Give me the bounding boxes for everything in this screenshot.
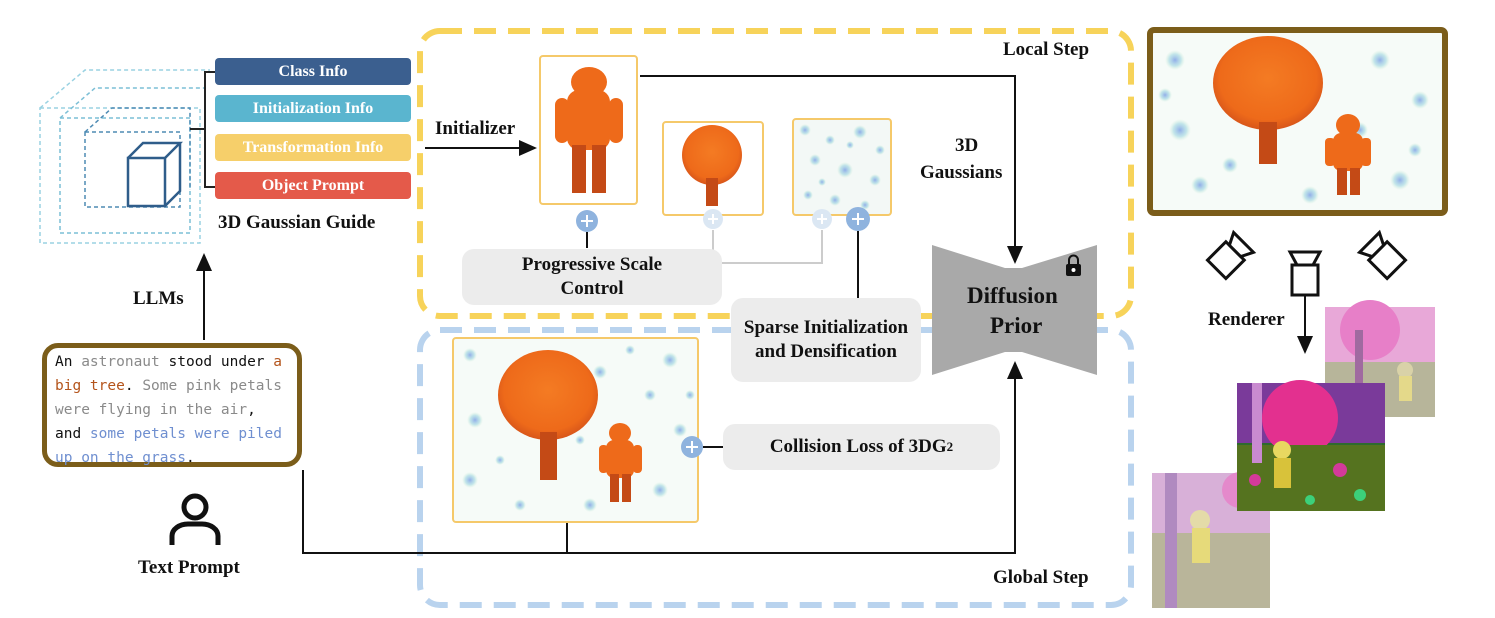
guide-bracket xyxy=(190,71,215,188)
diffusion-label-line1: Diffusion xyxy=(967,283,1058,308)
renderer-label: Renderer xyxy=(1208,309,1285,330)
collision-loss-box: Collision Loss of 3DG 2 xyxy=(723,424,1000,470)
local-step-label: Local Step xyxy=(1003,39,1090,60)
prompt-segment: stood under xyxy=(159,354,274,370)
diffusion-label-line2: Prior xyxy=(990,313,1043,338)
prompt-segment: some petals were piled up on the grass xyxy=(55,426,282,466)
global-astronaut-shape xyxy=(599,423,642,502)
solid-cube-icon xyxy=(126,141,184,208)
rendered-tree-shape xyxy=(1213,36,1323,164)
gaussian-dots xyxy=(799,124,885,210)
global-tree-shape xyxy=(498,350,598,480)
camera-icon-left xyxy=(1205,229,1257,281)
diffusion-prior-shape xyxy=(932,245,1097,375)
prompt-segment: . xyxy=(185,450,195,466)
prompt-segment: Some pink petals were flying in the air xyxy=(55,378,282,418)
collision-loss-text: Collision Loss of 3DG xyxy=(769,436,947,458)
text-prompt-box: An astronaut stood under a big tree. Som… xyxy=(42,343,302,467)
camera-icon-right xyxy=(1356,229,1408,281)
global-step-frame xyxy=(417,327,1134,608)
gaussians-label-line2: Gaussians xyxy=(920,162,1003,183)
progressive-scale-text: Progressive Scale Control xyxy=(521,254,663,299)
prompt-segment: An xyxy=(55,354,82,370)
collision-loss-superscript: 2 xyxy=(946,438,954,454)
global-gaussian-dots xyxy=(462,345,695,512)
sparse-init-text: Sparse Initialization and Densification xyxy=(743,317,909,362)
initializer-label: Initializer xyxy=(435,118,516,139)
nested-cube-icon xyxy=(39,69,210,244)
global-step-label: Global Step xyxy=(993,567,1089,588)
camera-icon-center xyxy=(1287,250,1323,297)
text-prompt-label: Text Prompt xyxy=(138,557,240,578)
transformation-info-label: Transformation Info xyxy=(215,134,411,161)
rendered-view-front xyxy=(1237,380,1385,511)
guide-title: 3D Gaussian Guide xyxy=(218,212,376,233)
object-prompt-label: Object Prompt xyxy=(215,172,411,199)
person-icon xyxy=(169,493,221,545)
prompt-segment: a big tree xyxy=(55,354,283,394)
class-info-label: Class Info xyxy=(215,58,411,85)
rendered-view-back xyxy=(1325,300,1435,417)
initialization-info-label: Initialization Info xyxy=(215,95,411,122)
sparse-init-box: Sparse Initialization and Densification xyxy=(731,298,921,382)
astronaut-shape xyxy=(555,67,623,193)
llms-label: LLMs xyxy=(133,288,184,309)
tree-shape-small xyxy=(682,125,742,206)
prompt-segment: , and xyxy=(55,402,256,442)
rendered-astronaut-shape xyxy=(1325,114,1371,195)
prompt-segment: astronaut xyxy=(81,354,160,370)
progressive-scale-box: Progressive Scale Control xyxy=(462,249,722,305)
lock-icon xyxy=(1066,254,1081,276)
prompt-segment: . xyxy=(124,378,143,394)
gaussians-label-line1: 3D xyxy=(955,135,979,156)
